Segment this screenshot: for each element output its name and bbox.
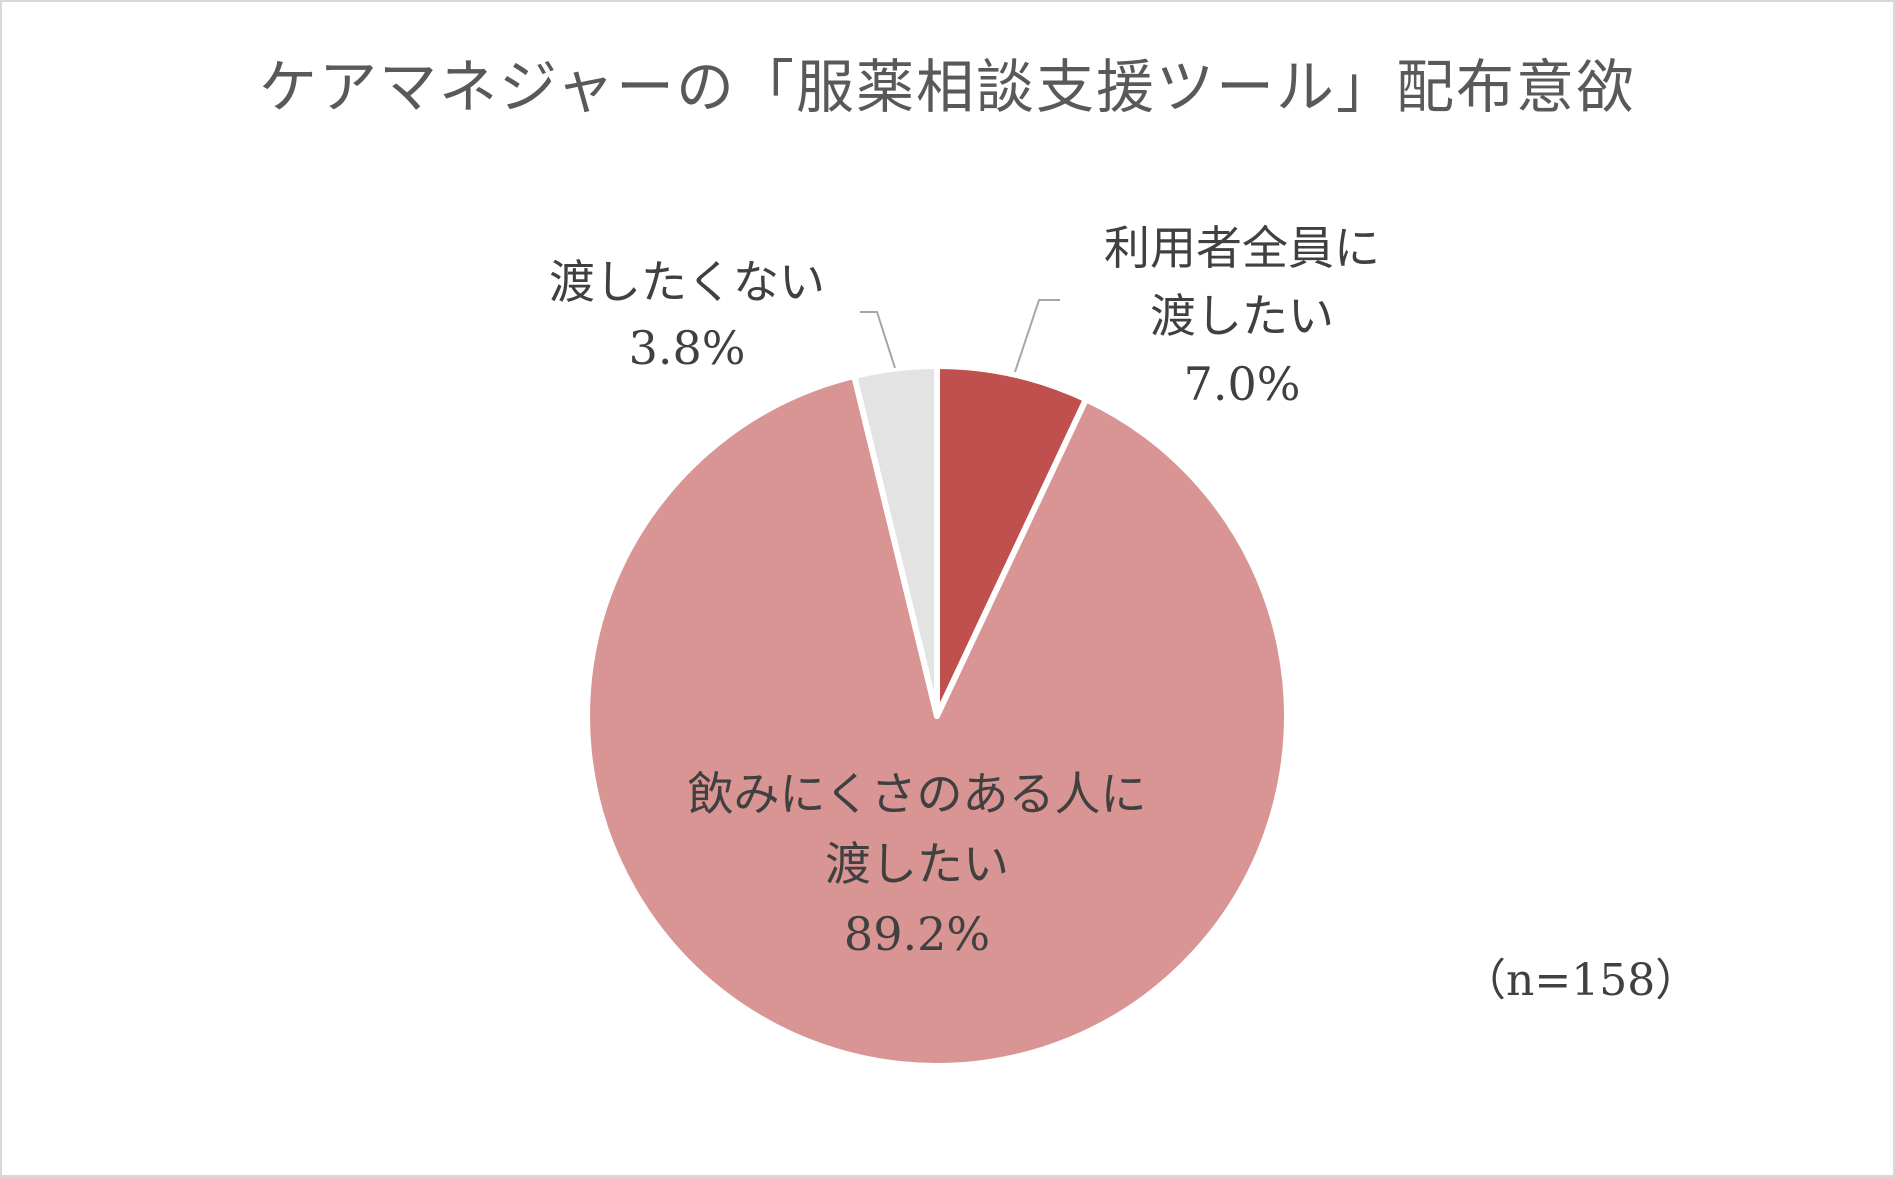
pie-slices <box>583 363 1290 1069</box>
leader-lines <box>860 299 1060 373</box>
sample-size-note: （n=158） <box>1462 955 1700 1006</box>
slice-name-label-1: 渡したい <box>1150 289 1334 343</box>
leader-line-3 <box>860 311 896 369</box>
slice-name-label-2: 飲みにくさのある人に <box>687 767 1146 821</box>
slice-name-label-2: 渡したい <box>825 837 1009 891</box>
slice-value-label-2: 89.2% <box>844 907 990 961</box>
data-labels: 利用者全員に渡したい7.0%飲みにくさのある人に渡したい89.2%渡したくない3… <box>549 221 1380 961</box>
pie-slice-1 <box>934 363 1090 719</box>
chart-title: ケアマネジャーの「服薬相談支援ツール」配布意欲 <box>258 53 1637 121</box>
leader-line-1 <box>1014 299 1060 373</box>
slice-name-label-1: 利用者全員に <box>1104 221 1380 275</box>
slice-name-label-3: 渡したくない <box>549 255 825 309</box>
slice-value-label-1: 7.0% <box>1184 357 1301 411</box>
pie-slice-3 <box>851 363 940 719</box>
slice-value-label-3: 3.8% <box>629 321 746 375</box>
pie-slice-2 <box>583 372 1290 1069</box>
